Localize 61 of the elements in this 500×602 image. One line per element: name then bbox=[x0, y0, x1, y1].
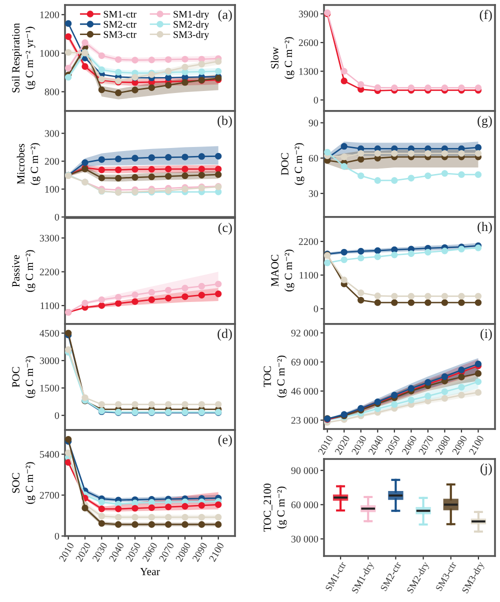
y-axis-title: MAOC (g C m⁻²) bbox=[271, 250, 294, 292]
y-tick-label: 200 bbox=[44, 158, 60, 165]
legend-label: SM3-ctr bbox=[104, 31, 136, 38]
annotation: (b) bbox=[218, 116, 232, 128]
y-tick-label: 4500 bbox=[40, 330, 60, 337]
y-tick-label: 0 bbox=[54, 412, 60, 419]
y-tick-label: 1200 bbox=[40, 11, 60, 18]
y-tick-label: 2200 bbox=[298, 238, 318, 246]
y-tick-label: 3000 bbox=[40, 357, 60, 364]
annotation: (c) bbox=[218, 222, 232, 235]
y-tick-label: 23 000 bbox=[291, 416, 318, 424]
legend-label: SM2-ctr bbox=[104, 21, 136, 28]
y-tick-label: 3300 bbox=[40, 234, 60, 242]
y-axis-title: DOC (g C m⁻²) bbox=[281, 143, 304, 185]
y-tick-label: 2200 bbox=[40, 268, 60, 276]
y-axis-title: TOC_2100 (g C m⁻²) bbox=[264, 484, 287, 532]
y-tick-label: 1000 bbox=[40, 50, 60, 57]
y-tick-label: 1500 bbox=[40, 384, 60, 392]
y-tick-label: 2600 bbox=[298, 39, 318, 46]
y-tick-label: 800 bbox=[44, 88, 60, 96]
y-tick-label: 2700 bbox=[40, 492, 60, 499]
annotation: (i) bbox=[480, 328, 492, 341]
y-tick-label: 3900 bbox=[298, 10, 318, 18]
y-axis-title: TOC (g C m⁻²) bbox=[264, 356, 287, 398]
legend-label: SM2-dry bbox=[174, 20, 210, 30]
y-axis-title: Soil Respiration (g C m⁻² yr⁻¹) bbox=[12, 23, 36, 92]
y-tick-label: 90 bbox=[308, 120, 318, 126]
y-tick-label: 0 bbox=[314, 306, 318, 312]
y-tick-label: 1100 bbox=[40, 302, 60, 310]
legend-label: SM3-dry bbox=[174, 30, 210, 40]
y-axis-title: Slow (g C m⁻²) bbox=[270, 37, 294, 79]
y-tick-label: 0 bbox=[54, 214, 60, 221]
y-tick-label: 0 bbox=[314, 96, 318, 104]
y-tick-label: 90 000 bbox=[291, 467, 318, 474]
y-tick-label: 300 bbox=[44, 130, 60, 137]
y-axis-title: Microbes (g C m⁻²) bbox=[16, 143, 40, 185]
y-tick-label: 46 000 bbox=[291, 388, 318, 395]
x-axis-title: Year bbox=[140, 568, 160, 576]
y-tick-label: 100 bbox=[45, 186, 60, 193]
annotation: (j) bbox=[480, 463, 492, 476]
annotation: (d) bbox=[218, 328, 232, 341]
annotation: (f) bbox=[480, 10, 492, 22]
legend-label: SM1-ctr bbox=[104, 10, 136, 18]
y-tick-label: 0 bbox=[54, 532, 60, 540]
y-tick-label: 60 000 bbox=[291, 501, 318, 508]
legend-label: SM1-dry bbox=[174, 10, 210, 20]
y-tick-label: 92 000 bbox=[291, 330, 318, 336]
annotation: (a) bbox=[218, 10, 232, 22]
y-tick-label: 1100 bbox=[300, 272, 318, 279]
annotation: (h) bbox=[478, 222, 492, 234]
y-axis-title: POC (g C m⁻²) bbox=[12, 356, 36, 398]
annotation: (e) bbox=[218, 434, 232, 447]
y-tick-label: 60 bbox=[308, 154, 318, 162]
y-tick-label: 5400 bbox=[40, 451, 60, 458]
y-axis-title: SOC (g C m⁻²) bbox=[12, 462, 36, 504]
y-tick-label: 30 bbox=[308, 190, 318, 198]
y-axis-title: Passive (g C m⁻²) bbox=[12, 250, 36, 292]
y-tick-label: 1300 bbox=[299, 68, 318, 75]
y-tick-label: 30 000 bbox=[291, 536, 318, 542]
annotation: (g) bbox=[478, 116, 492, 128]
y-tick-label: 69 000 bbox=[291, 358, 318, 366]
